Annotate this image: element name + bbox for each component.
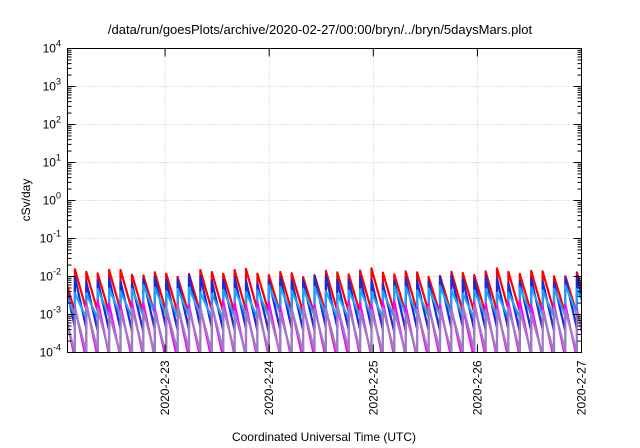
chart-title: /data/run/goesPlots/archive/2020-02-27/0… (108, 22, 533, 37)
y-tick-label: 10-4 (40, 343, 61, 360)
y-tick-label: 10-3 (40, 305, 61, 322)
x-tick-label: 2020-2-26 (470, 360, 484, 415)
x-tick-label: 2020-2-23 (158, 360, 172, 415)
series-group (67, 267, 582, 353)
x-axis-label: Coordinated Universal Time (UTC) (232, 430, 416, 444)
y-tick-label: 104 (43, 39, 61, 56)
y-axis: 10-4 10-3 10-2 10-1 100 101 102 103 104 (40, 39, 582, 360)
y-tick-label: 10-2 (40, 267, 61, 284)
x-tick-label: 2020-2-27 (575, 360, 589, 415)
y-tick-label: 102 (43, 115, 61, 132)
y-axis-label: cSv/day (19, 179, 33, 222)
x-tick-label: 2020-2-24 (262, 360, 276, 415)
y-tick-label: 10-1 (40, 229, 61, 246)
y-tick-label: 101 (43, 153, 61, 170)
series-line (67, 304, 582, 353)
x-axis: 2020-2-23 2020-2-24 2020-2-25 2020-2-26 2020… (158, 48, 589, 415)
x-tick-label: 2020-2-25 (366, 360, 380, 415)
y-tick-label: 103 (43, 77, 61, 94)
y-tick-label: 100 (43, 191, 61, 208)
